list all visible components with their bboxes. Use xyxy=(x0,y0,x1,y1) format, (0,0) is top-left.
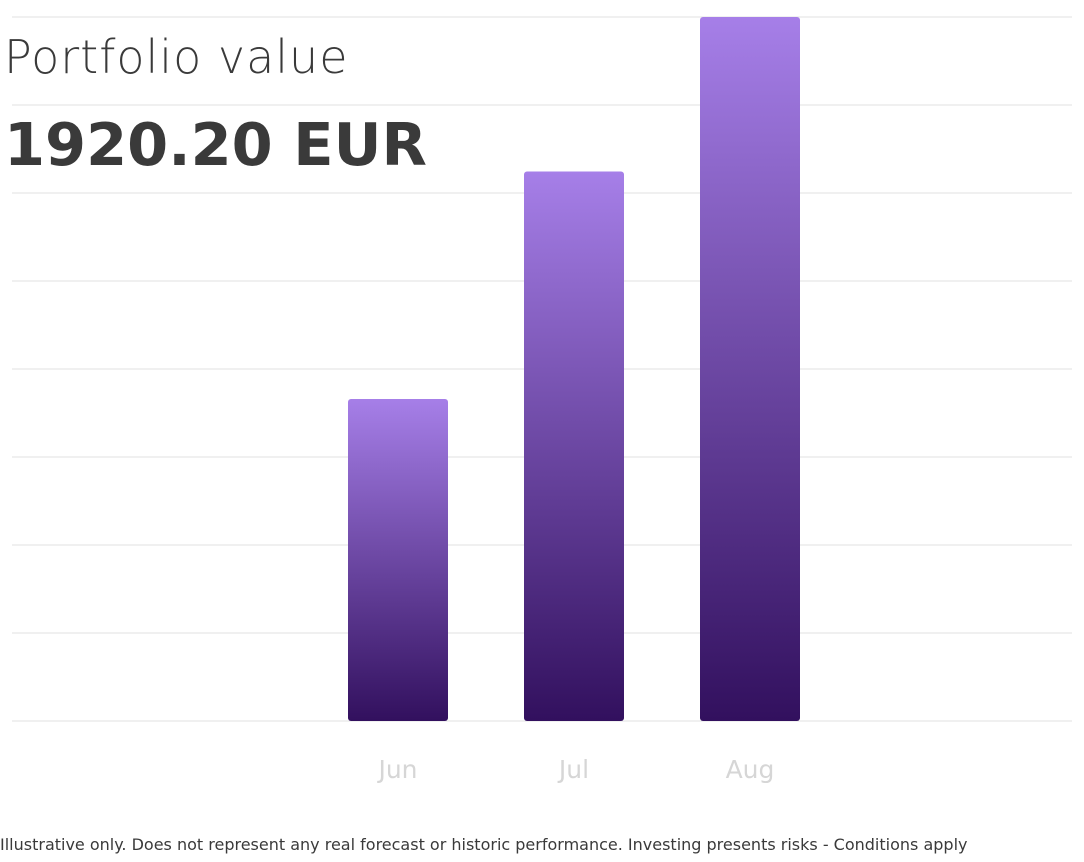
disclaimer-text: Illustrative only. Does not represent an… xyxy=(0,835,968,854)
x-axis-labels: Jun Jul Aug xyxy=(376,755,774,784)
bar-jun xyxy=(348,399,448,721)
x-tick-label: Jun xyxy=(376,755,417,784)
bars xyxy=(348,17,800,721)
x-tick-label: Aug xyxy=(726,755,775,784)
page-title: Portfolio value xyxy=(4,30,349,84)
bar-jul xyxy=(524,171,624,721)
portfolio-value: 1920.20 EUR xyxy=(4,110,427,179)
x-tick-label: Jul xyxy=(557,755,589,784)
bar-aug xyxy=(700,17,800,721)
